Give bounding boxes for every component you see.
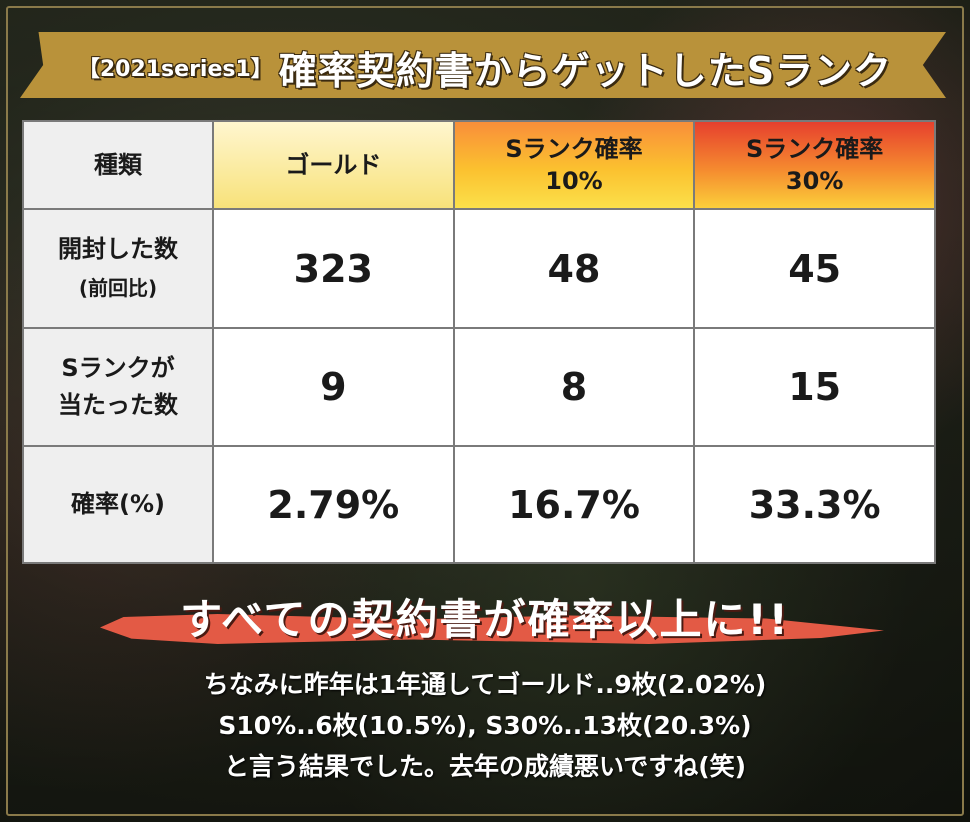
page-title: 【2021series1】 確率契約書からゲットしたSランク bbox=[0, 34, 970, 100]
headline: すべての契約書が確率以上に!! bbox=[180, 595, 790, 644]
note-line-2: S10%..6枚(10.5%), S30%..13枚(20.3%) bbox=[218, 711, 752, 740]
header-s10-rate: 10% bbox=[545, 167, 603, 196]
cell-s30-hits: 15 bbox=[693, 326, 936, 448]
row-label-text: 当たった数 bbox=[58, 391, 178, 420]
stats-table: 種類 ゴールド Sランク確率 10% Sランク確率 30% 開封した数 (前回比… bbox=[22, 119, 936, 564]
header-type: 種類 bbox=[22, 119, 214, 211]
table-header-row: 種類 ゴールド Sランク確率 10% Sランク確率 30% bbox=[22, 119, 936, 211]
note-line-3: と言う結果でした。去年の成績悪いですね(笑) bbox=[223, 752, 747, 781]
note-line-1: ちなみに昨年は1年通してゴールド..9枚(2.02%) bbox=[203, 670, 767, 699]
header-s30: Sランク確率 30% bbox=[693, 119, 936, 211]
title-main: 確率契約書からゲットしたSランク bbox=[278, 48, 893, 93]
row-label-rate: 確率(%) bbox=[22, 445, 214, 564]
cell-s10-hits: 8 bbox=[452, 326, 696, 448]
row-label-text: Sランクが bbox=[61, 354, 175, 382]
cell-gold-hits: 9 bbox=[212, 326, 455, 448]
row-label-subtext: (前回比) bbox=[78, 275, 158, 300]
row-label-opened: 開封した数 (前回比) bbox=[22, 208, 214, 329]
row-label-text: 開封した数 bbox=[58, 235, 178, 264]
row-label-hits: Sランクが 当たった数 bbox=[22, 326, 214, 448]
table-row: 開封した数 (前回比) 323 48 45 bbox=[22, 208, 936, 329]
page-frame bbox=[6, 6, 964, 816]
title-prefix: 【2021series1】 bbox=[77, 57, 273, 82]
header-gold: ゴールド bbox=[212, 119, 455, 211]
cell-gold-opened: 323 bbox=[212, 208, 455, 329]
table-row: 確率(%) 2.79% 16.7% 33.3% bbox=[22, 445, 936, 564]
header-s10: Sランク確率 10% bbox=[452, 119, 696, 211]
header-s10-title: Sランク確率 bbox=[505, 134, 643, 163]
table-row: Sランクが 当たった数 9 8 15 bbox=[22, 326, 936, 448]
cell-s10-rate: 16.7% bbox=[452, 445, 696, 564]
headline-brush-stroke bbox=[100, 614, 884, 644]
header-s30-title: Sランク確率 bbox=[746, 134, 884, 163]
header-s30-rate: 30% bbox=[785, 167, 844, 196]
title-banner bbox=[20, 32, 946, 98]
cell-gold-rate: 2.79% bbox=[212, 445, 455, 564]
cell-s30-opened: 45 bbox=[693, 208, 936, 329]
note-text: ちなみに昨年は1年通してゴールド..9枚(2.02%) S10%..6枚(10.… bbox=[0, 664, 970, 787]
cell-s30-rate: 33.3% bbox=[693, 445, 936, 564]
cell-s10-opened: 48 bbox=[452, 208, 696, 329]
